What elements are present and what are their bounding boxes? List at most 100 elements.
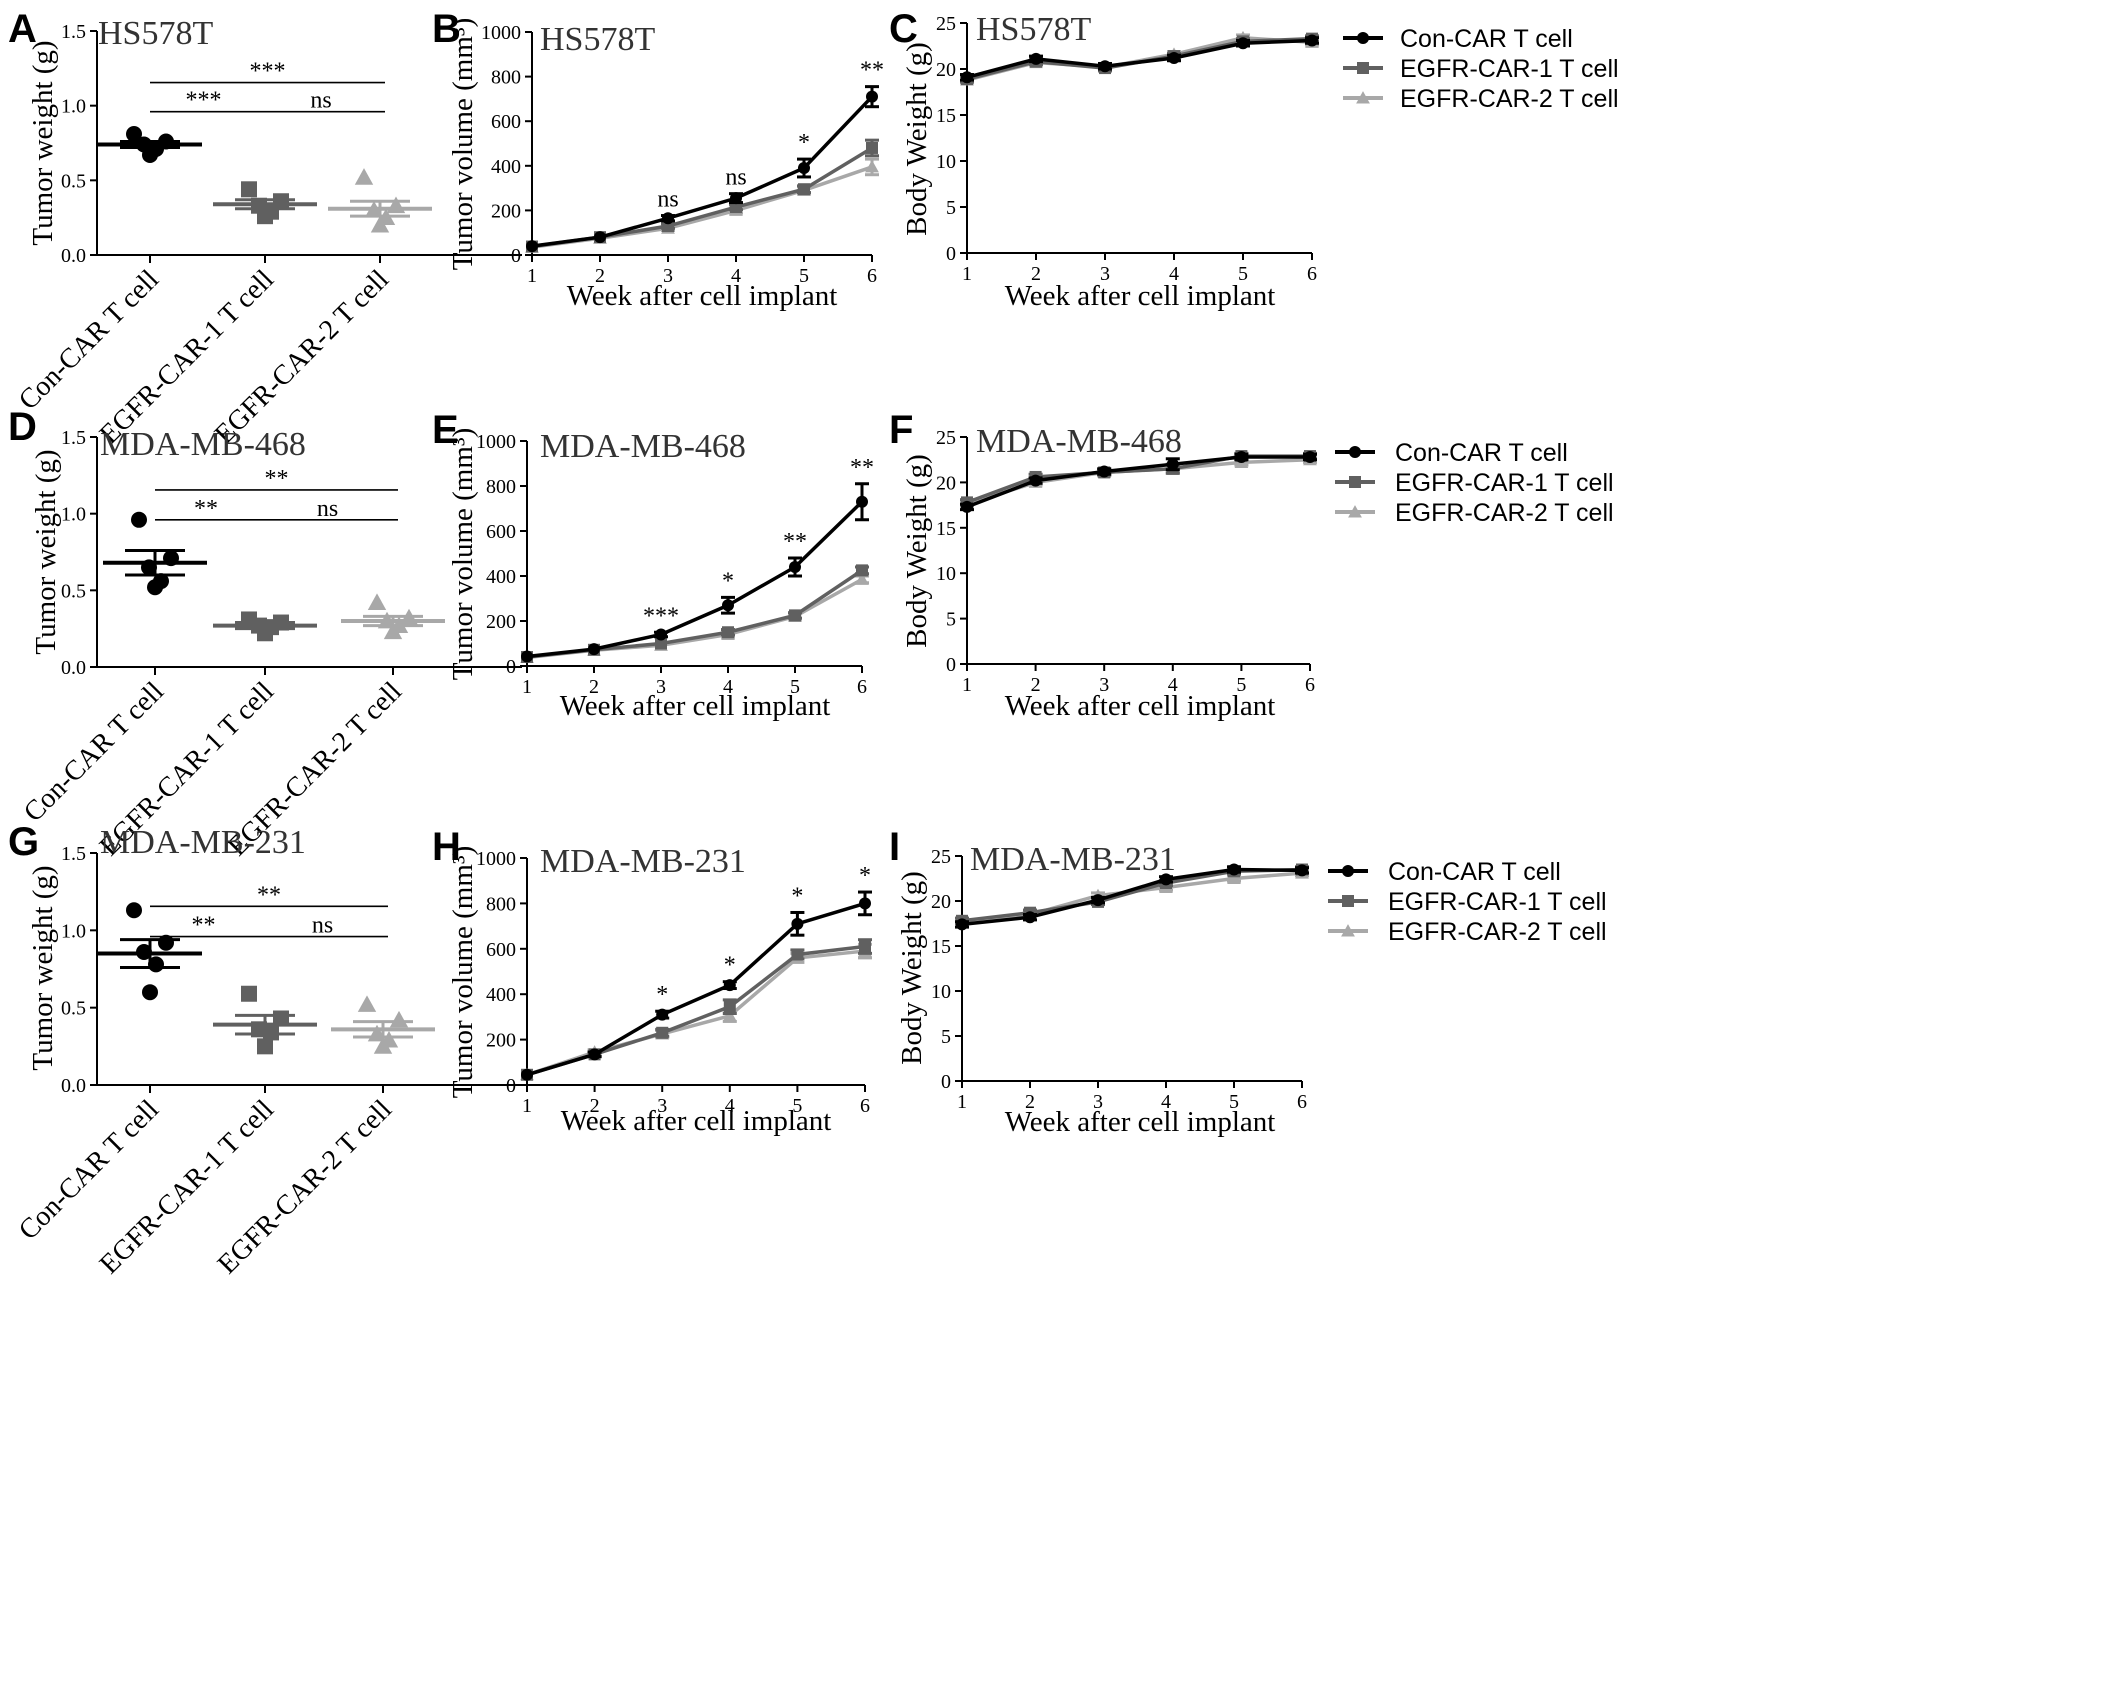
x-tick-label: 1	[522, 676, 532, 698]
x-tick-label: 4	[1169, 263, 1179, 285]
significance-label: ns	[657, 187, 678, 213]
x-tick-label: 3	[657, 1095, 667, 1117]
x-tick-label: 3	[1093, 1091, 1103, 1113]
series-line	[526, 944, 866, 1077]
x-tick-label: 5	[799, 265, 809, 287]
x-tick-label: 2	[1025, 1091, 1035, 1113]
data-point	[859, 940, 871, 953]
data-point	[1029, 474, 1042, 487]
legend-label: Con-CAR T cell	[1395, 439, 1568, 467]
x-tick-label: 1	[527, 265, 537, 287]
panel-letter: G	[8, 820, 39, 864]
x-tick-label: 2	[595, 265, 605, 287]
y-tick-label: 200	[491, 200, 521, 222]
y-tick-label: 400	[491, 156, 521, 178]
x-tick-label: 5	[792, 1095, 802, 1117]
panel-letter: E	[432, 408, 459, 452]
chart-title: HS578T	[976, 11, 1091, 48]
series-line	[526, 901, 866, 1077]
x-tick-label: 6	[1307, 263, 1317, 285]
y-tick-label: 25	[936, 13, 956, 35]
data-point	[1098, 465, 1111, 478]
legend-label: EGFR-CAR-1 T cell	[1400, 55, 1619, 83]
data-point	[383, 622, 403, 640]
x-tick-label: 1	[962, 674, 972, 696]
data-point	[791, 917, 804, 930]
significance-label: ns	[725, 165, 746, 191]
data-point	[257, 208, 273, 225]
data-point	[656, 1026, 669, 1039]
legend-marker	[1341, 924, 1355, 937]
y-tick-label: 1000	[481, 22, 521, 44]
panel-letter: A	[8, 7, 37, 51]
data-point	[655, 628, 667, 641]
x-tick-label: 4	[1168, 674, 1178, 696]
chart-title: HS578T	[98, 15, 213, 52]
significance-label: ns	[317, 496, 338, 522]
significance-label: *	[798, 130, 810, 156]
x-tick-label: 1	[957, 1091, 967, 1113]
x-tick-label: 5	[1229, 1091, 1239, 1113]
y-axis-label: Tumor weight (g)	[30, 449, 62, 654]
y-tick-label: 0.5	[61, 170, 86, 192]
y-tick-label: 20	[936, 59, 956, 81]
y-tick-label: 1.0	[61, 504, 86, 526]
legend-label: EGFR-CAR-2 T cell	[1395, 499, 1614, 527]
legend-label: Con-CAR T cell	[1400, 25, 1573, 53]
y-tick-label: 25	[931, 846, 951, 868]
y-tick-label: 600	[491, 111, 521, 133]
y-axis-label: Tumor volume (mm³)	[447, 18, 479, 271]
y-tick-label: 0	[941, 1071, 951, 1093]
x-tick-label: 6	[860, 1095, 870, 1117]
data-point	[357, 995, 377, 1012]
data-point	[588, 1048, 601, 1061]
data-point	[1092, 894, 1104, 907]
data-point	[856, 495, 868, 508]
data-point	[131, 511, 147, 528]
x-tick-label: 3	[1100, 263, 1110, 285]
data-point	[722, 1008, 737, 1022]
data-point	[1304, 450, 1316, 463]
legend-marker	[1342, 895, 1354, 907]
data-point	[798, 183, 810, 196]
significance-label: *	[791, 883, 803, 909]
x-axis-label: Week after cell implant	[561, 1105, 832, 1137]
x-axis-label: Week after cell implant	[1005, 690, 1276, 722]
y-tick-label: 0	[506, 1075, 516, 1097]
y-tick-label: 15	[936, 105, 956, 127]
y-tick-label: 800	[486, 476, 516, 498]
data-point	[656, 1008, 669, 1021]
panel-letter: I	[889, 825, 900, 869]
significance-label: ns	[310, 88, 331, 114]
data-point	[866, 141, 878, 154]
legend-marker	[1349, 446, 1361, 458]
data-point	[1227, 871, 1241, 885]
y-tick-label: 10	[936, 151, 956, 173]
y-tick-label: 0.5	[61, 998, 86, 1020]
legend-label: Con-CAR T cell	[1388, 858, 1561, 886]
significance-label: ***	[186, 88, 222, 114]
y-tick-label: 400	[486, 984, 516, 1006]
y-tick-label: 1000	[476, 431, 516, 453]
series-line	[531, 146, 873, 249]
significance-label: *	[859, 863, 871, 889]
data-point	[723, 1000, 736, 1013]
y-tick-label: 0.5	[61, 580, 86, 602]
data-point	[521, 1068, 533, 1081]
x-tick-label: 2	[590, 1095, 600, 1117]
chart-title: HS578T	[540, 21, 655, 58]
legend-marker	[1348, 505, 1362, 518]
y-tick-label: 1000	[476, 848, 516, 870]
legend-label: EGFR-CAR-2 T cell	[1400, 85, 1619, 113]
y-axis-label: Tumor volume (mm³)	[447, 846, 479, 1099]
data-point	[389, 1010, 409, 1028]
significance-label: **	[850, 455, 874, 481]
x-tick-label: 4	[723, 676, 733, 698]
data-point	[126, 126, 142, 143]
y-axis-label: Body Weight (g)	[901, 42, 933, 236]
x-tick-label: 2	[589, 676, 599, 698]
legend-marker	[1357, 32, 1369, 44]
x-tick-label: 5	[1238, 263, 1248, 285]
